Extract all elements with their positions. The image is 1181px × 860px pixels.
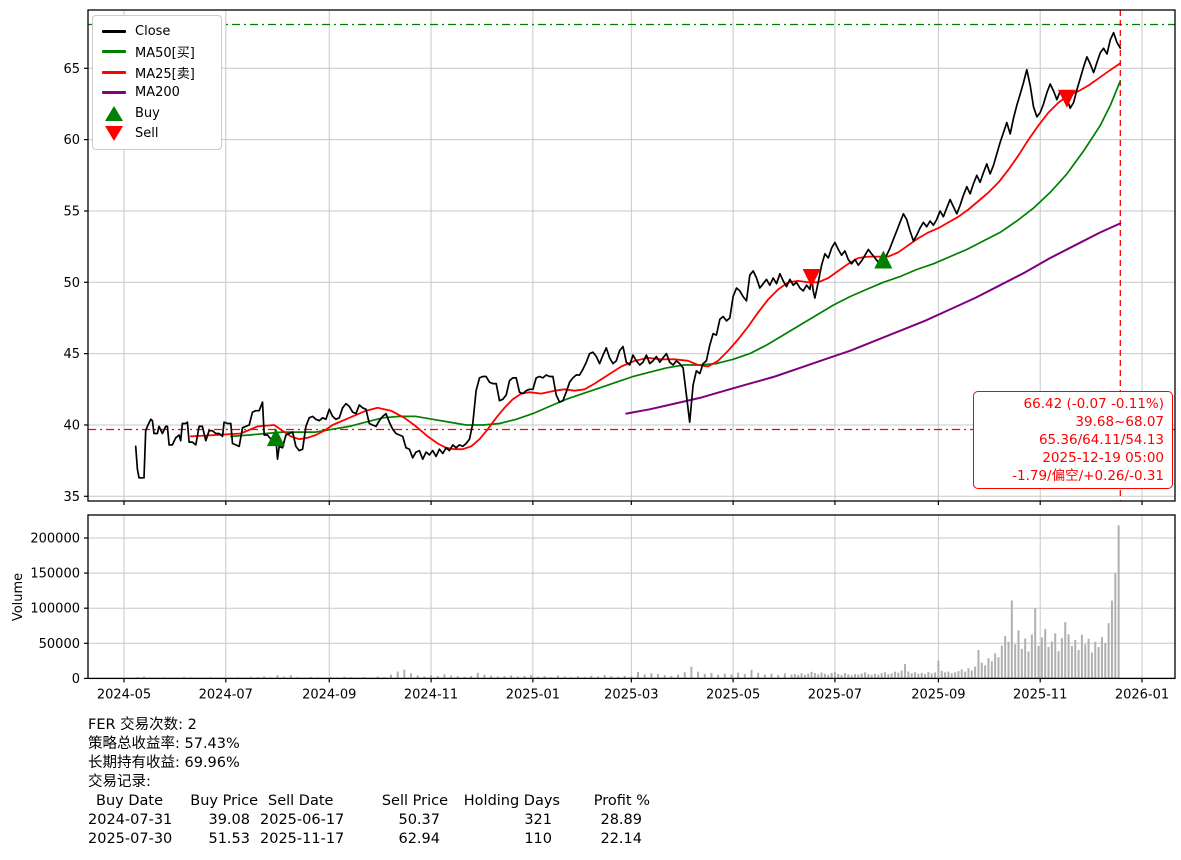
cell-profit: 28.89 — [600, 812, 642, 828]
cell-sell-price: 62.94 — [398, 831, 440, 847]
table-row: 2024-07-31 39.08 2025-06-17 50.37 321 28… — [88, 811, 650, 830]
ma200-line-swatch — [102, 91, 126, 95]
legend-label: MA25[卖] — [135, 66, 195, 82]
stats-holding-return: 长期持有收益: 69.96% — [88, 755, 240, 771]
svg-text:60: 60 — [63, 133, 80, 148]
cell-buy-date: 2025-07-30 — [88, 831, 173, 847]
svg-text:65: 65 — [63, 62, 80, 77]
svg-text:2024-09: 2024-09 — [302, 687, 356, 702]
cell-holding-days: 110 — [524, 831, 552, 847]
svg-text:2024-05: 2024-05 — [97, 687, 151, 702]
cell-sell-date: 2025-06-17 — [260, 812, 345, 828]
svg-text:2025-09: 2025-09 — [911, 687, 965, 702]
header-buy-price: Buy Price — [190, 793, 258, 809]
legend-label: Sell — [135, 126, 159, 142]
svg-text:2025-03: 2025-03 — [604, 687, 658, 702]
svg-text:Volume: Volume — [11, 573, 26, 621]
svg-text:40: 40 — [63, 418, 80, 433]
cell-profit: 22.14 — [600, 831, 642, 847]
svg-text:2025-05: 2025-05 — [706, 687, 760, 702]
header-sell-date: Sell Date — [268, 793, 334, 809]
ma50-line-swatch — [102, 50, 126, 54]
header-sell-price: Sell Price — [381, 793, 448, 809]
legend-label: Buy — [135, 105, 160, 121]
table-row: 2025-07-30 51.53 2025-11-17 62.94 110 22… — [88, 830, 650, 849]
annotation-range: 39.68~68.07 — [1075, 414, 1164, 430]
annotation-ma-values: 65.36/64.11/54.13 — [1038, 432, 1164, 448]
svg-text:50: 50 — [63, 276, 80, 291]
svg-text:55: 55 — [63, 204, 80, 219]
cell-buy-date: 2024-07-31 — [88, 812, 173, 828]
svg-text:45: 45 — [63, 347, 80, 362]
ma25-line-swatch — [102, 70, 126, 74]
legend-item-close: Close — [101, 21, 213, 42]
stats-strategy-return: 策略总收益率: 57.43% — [88, 736, 240, 752]
legend-item-buy: Buy — [101, 103, 213, 124]
legend-item-sell: Sell — [101, 124, 213, 145]
cell-sell-price: 50.37 — [398, 812, 440, 828]
strategy-stats: FER 交易次数: 2 策略总收益率: 57.43% 长期持有收益: 69.96… — [88, 716, 650, 849]
legend-label: MA50[买] — [135, 46, 195, 62]
svg-text:2025-11: 2025-11 — [1013, 687, 1067, 702]
legend: Close MA50[买] MA25[卖] MA200 Buy Sell — [92, 15, 222, 150]
close-line-swatch — [102, 29, 126, 33]
cell-buy-price: 39.08 — [208, 812, 250, 828]
svg-text:35: 35 — [63, 490, 80, 505]
svg-text:2026-01: 2026-01 — [1115, 687, 1169, 702]
annotation-price-change: 66.42 (-0.07 -0.11%) — [1023, 396, 1164, 412]
svg-text:2024-07: 2024-07 — [199, 687, 253, 702]
trade-table-header: Buy Date Buy Price Sell Date Sell Price … — [88, 792, 650, 811]
legend-item-ma200: MA200 — [101, 83, 213, 104]
cell-sell-date: 2025-11-17 — [260, 831, 345, 847]
svg-text:200000: 200000 — [30, 532, 80, 547]
cell-holding-days: 321 — [524, 812, 552, 828]
header-buy-date: Buy Date — [96, 793, 163, 809]
legend-label: MA200 — [135, 85, 180, 101]
legend-item-ma50: MA50[买] — [101, 42, 213, 63]
svg-text:150000: 150000 — [30, 567, 80, 582]
stats-trade-record-title: 交易记录: — [88, 774, 151, 790]
svg-text:100000: 100000 — [30, 602, 80, 617]
sell-marker-icon — [105, 126, 123, 142]
svg-text:0: 0 — [72, 672, 80, 687]
annotation-bias: -1.79/偏空/+0.26/-0.31 — [1012, 468, 1164, 484]
header-profit: Profit % — [593, 793, 650, 809]
svg-text:2025-07: 2025-07 — [808, 687, 862, 702]
legend-label: Close — [135, 23, 171, 39]
trade-table: Buy Date Buy Price Sell Date Sell Price … — [88, 792, 650, 849]
quote-annotation: 66.42 (-0.07 -0.11%) 39.68~68.07 65.36/6… — [973, 391, 1173, 489]
legend-item-ma25: MA25[卖] — [101, 62, 213, 83]
svg-text:50000: 50000 — [39, 637, 80, 652]
stats-trade-count: FER 交易次数: 2 — [88, 717, 197, 733]
svg-text:2025-01: 2025-01 — [506, 687, 560, 702]
annotation-datetime: 2025-12-19 05:00 — [1042, 450, 1164, 466]
svg-text:2024-11: 2024-11 — [404, 687, 458, 702]
header-holding-days: Holding Days — [463, 793, 560, 809]
buy-marker-icon — [105, 105, 123, 121]
cell-buy-price: 51.53 — [208, 831, 250, 847]
